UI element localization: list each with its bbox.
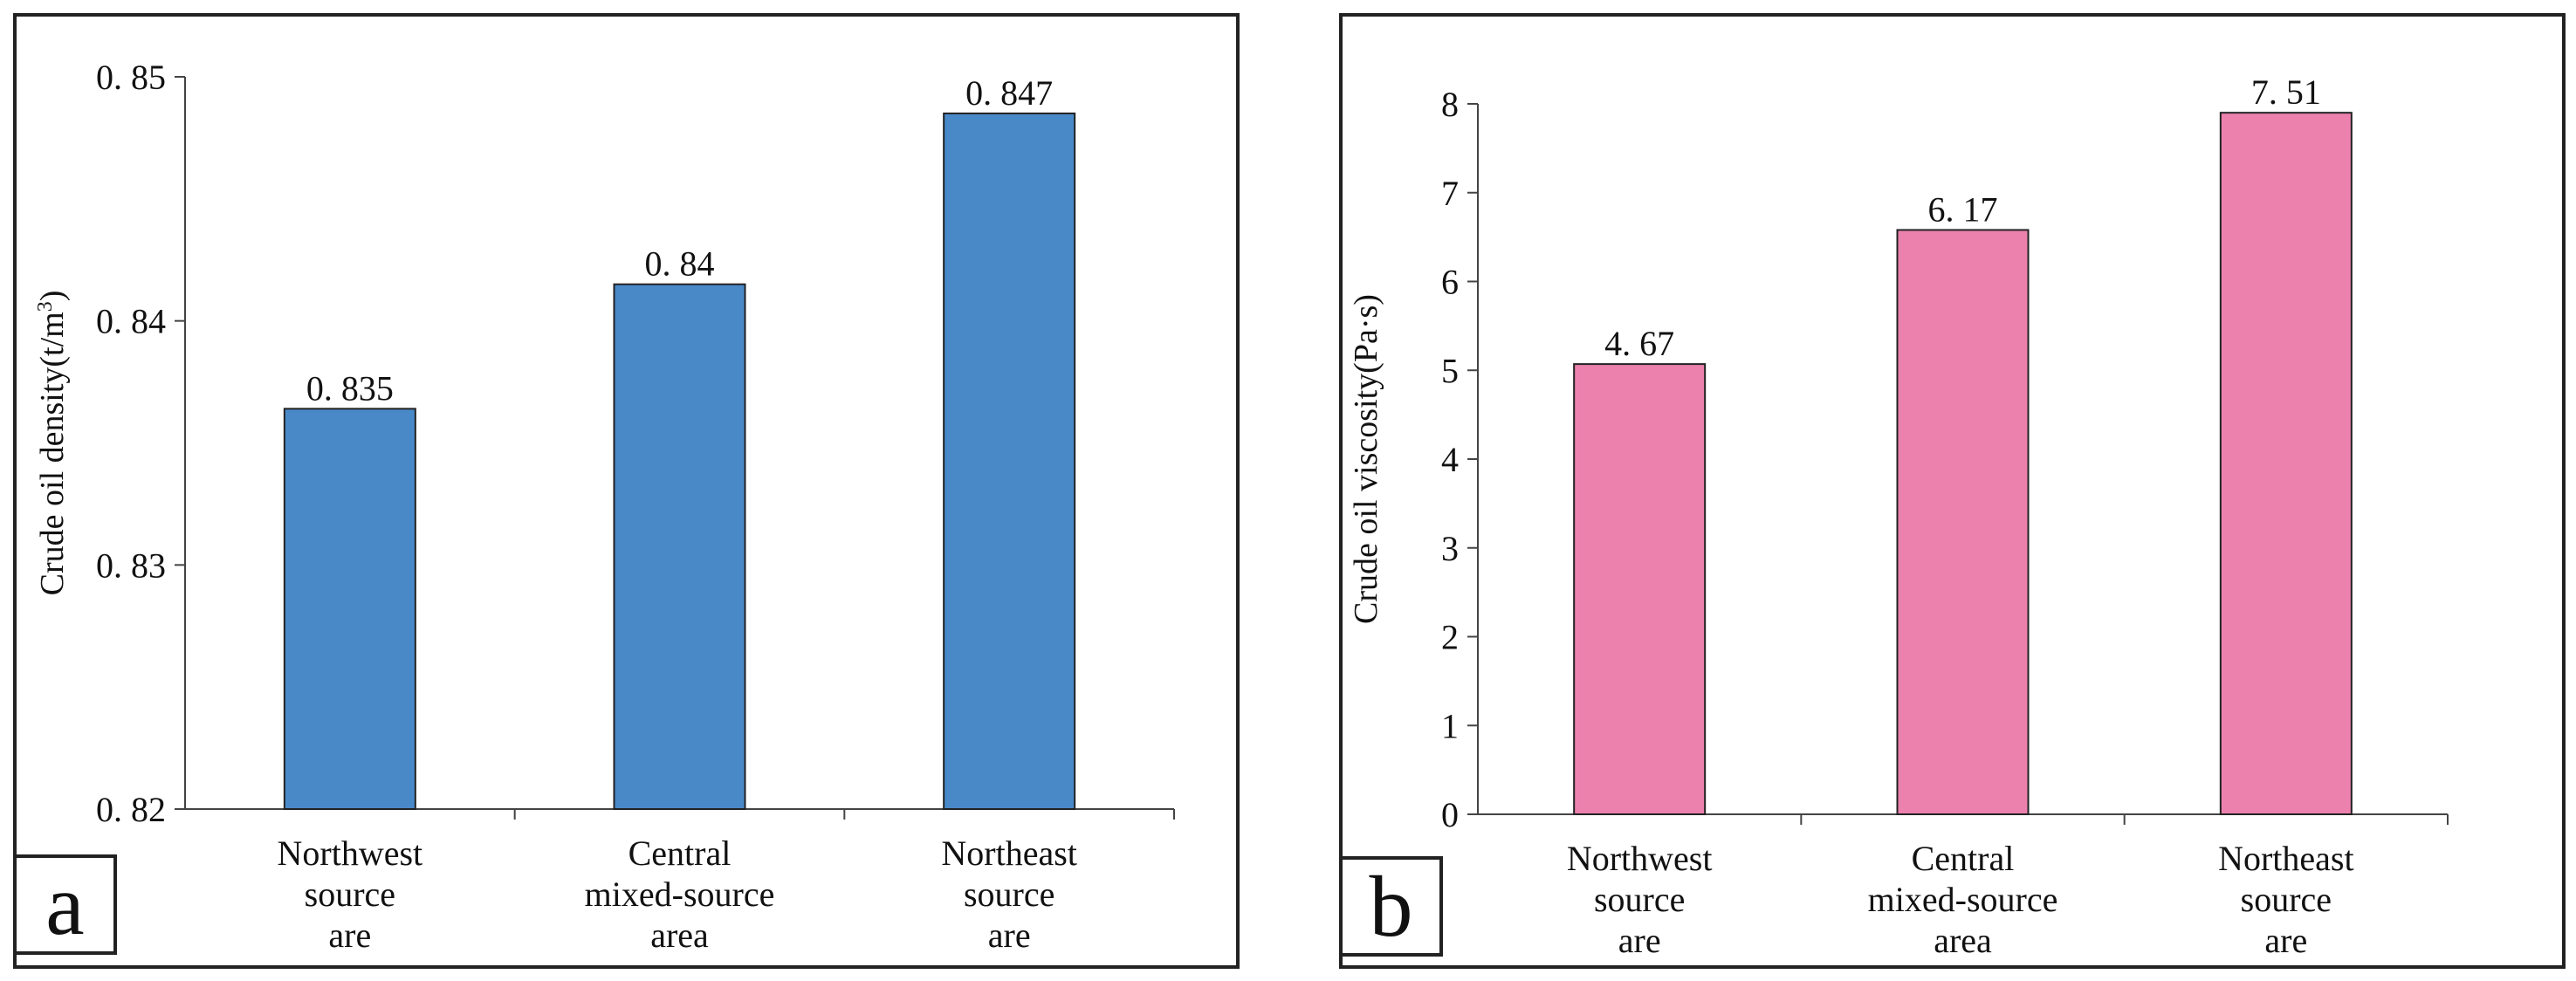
panel-letter-box [1339, 856, 1443, 957]
y-tick-label: 0. 83 [96, 545, 166, 585]
bar-b-2 [1896, 229, 2030, 815]
panel-frame [1339, 13, 2566, 969]
y-tick-label: 8 [1441, 85, 1459, 124]
y-tick-label: 0. 85 [96, 58, 166, 97]
bar-value-label: 0. 835 [306, 368, 394, 408]
x-category-label: mixed-source [585, 875, 775, 914]
bar-a-3 [943, 112, 1076, 810]
x-category-label: source [305, 875, 395, 914]
y-axis-title: Crude oil viscosity(Pa·s) [1348, 294, 1384, 624]
x-category-label: are [988, 916, 1031, 955]
bar-value-label: 6. 17 [1928, 189, 1998, 229]
y-tick-label: 7 [1441, 174, 1459, 213]
bar-b-1 [1573, 363, 1707, 815]
y-tick-label: 0 [1441, 795, 1459, 834]
x-category-label: are [2264, 921, 2307, 960]
x-category-label: source [1594, 880, 1685, 919]
x-category-label: are [1618, 921, 1661, 960]
x-category-label: Northwest [1567, 839, 1713, 878]
bar-value-label: 0. 847 [965, 73, 1053, 113]
x-category-label: source [964, 875, 1054, 914]
bar-value-label: 4. 67 [1604, 324, 1674, 363]
bar-value-label: 7. 51 [2251, 72, 2321, 112]
panel-letter: a [45, 856, 84, 953]
x-category-label: Northwest [278, 834, 423, 873]
y-tick-label: 1 [1441, 706, 1459, 745]
panel-a: 0. 820. 830. 840. 850. 835Northwestsourc… [13, 13, 1240, 969]
y-tick-label: 5 [1441, 351, 1459, 390]
x-category-label: Northeast [941, 834, 1077, 873]
x-category-label: mixed-source [1868, 880, 2058, 919]
y-tick-label: 4 [1441, 440, 1459, 479]
x-category-label: are [328, 916, 371, 955]
y-tick-label: 0. 84 [96, 302, 166, 341]
panel-frame [13, 13, 1240, 969]
x-category-label: area [1934, 921, 1992, 960]
x-category-label: area [650, 916, 709, 955]
x-category-label: Northeast [2218, 839, 2354, 878]
panel-letter-box [13, 854, 117, 955]
bar-b-3 [2219, 112, 2353, 816]
y-axis-title: Crude oil density(t/m3) [34, 291, 71, 596]
y-tick-label: 3 [1441, 529, 1459, 568]
bar-a-2 [613, 283, 746, 810]
x-category-label: Central [1912, 839, 2015, 878]
x-category-label: source [2241, 880, 2332, 919]
y-tick-label: 0. 82 [96, 790, 166, 829]
y-tick-label: 6 [1441, 263, 1459, 302]
x-category-label: Central [629, 834, 732, 873]
bar-a-1 [283, 408, 416, 810]
panel-letter: b [1370, 858, 1413, 955]
bar-value-label: 0. 84 [645, 244, 715, 284]
y-tick-label: 2 [1441, 618, 1459, 657]
